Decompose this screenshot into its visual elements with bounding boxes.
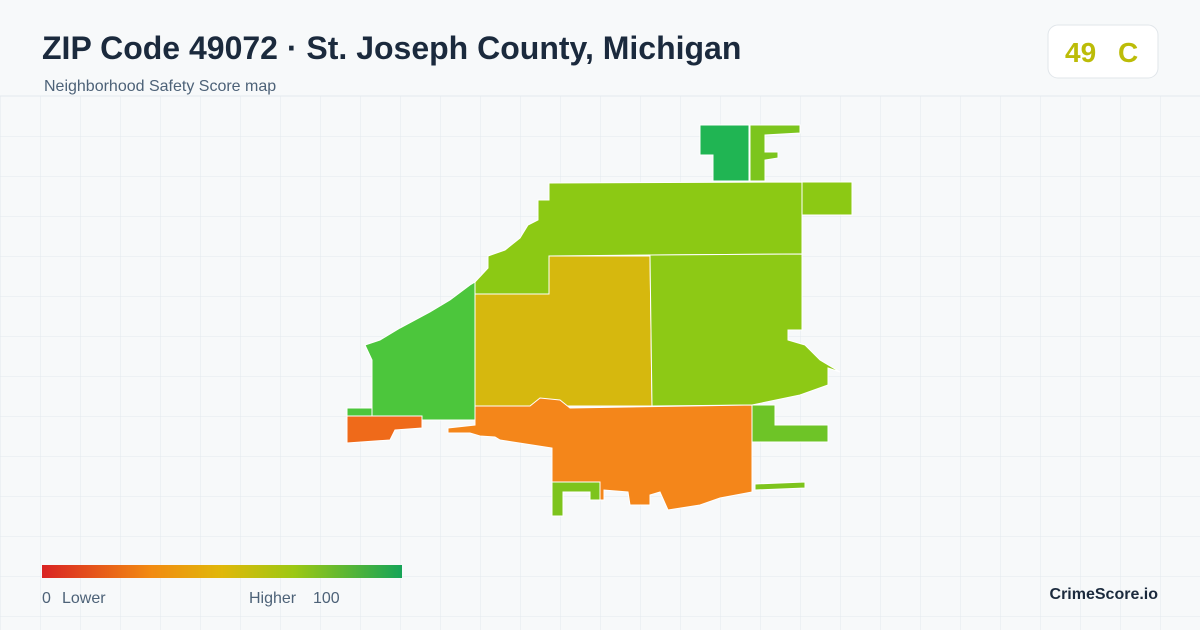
- title: ZIP Code 49072 · St. Joseph County, Mich…: [42, 30, 741, 66]
- score-value: 49: [1065, 37, 1096, 68]
- legend-max-label: Higher: [249, 590, 297, 607]
- legend-min: 0: [42, 590, 51, 607]
- region: [754, 481, 806, 491]
- brand: CrimeScore.io: [1050, 586, 1159, 603]
- region: [346, 415, 423, 444]
- region: [551, 481, 601, 517]
- region: [751, 404, 829, 443]
- score-grade: C: [1118, 37, 1138, 68]
- region: [801, 181, 853, 216]
- region: [749, 124, 801, 182]
- legend-gradient: [42, 565, 402, 578]
- subtitle: Neighborhood Safety Score map: [44, 78, 276, 95]
- score-badge: [1047, 24, 1159, 79]
- region: [649, 253, 841, 407]
- legend-max: 100: [313, 590, 340, 607]
- map: [346, 124, 853, 517]
- region: [447, 397, 753, 511]
- region: [699, 124, 750, 182]
- region: [346, 407, 373, 417]
- legend-min-label: Lower: [62, 590, 106, 607]
